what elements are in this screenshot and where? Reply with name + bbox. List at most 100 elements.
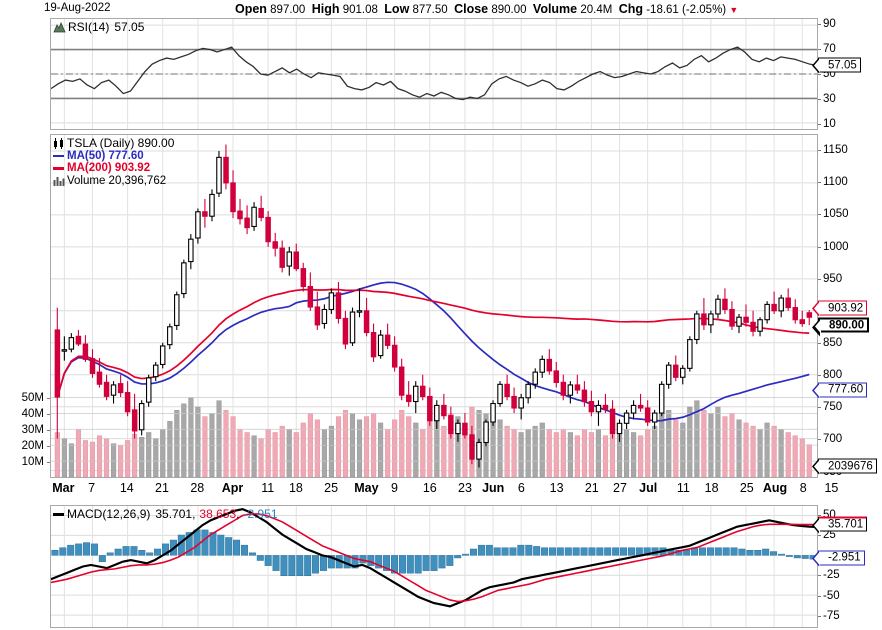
axis-tick: [818, 375, 821, 377]
axis-label: 1000: [823, 240, 849, 253]
axis-label: 1150: [823, 144, 848, 157]
axis-label: 30: [823, 92, 836, 105]
legend-volume-label: Volume 20,396,762: [67, 174, 167, 187]
date-tick-21: 21: [584, 481, 599, 495]
value-flag[interactable]: 903.92: [811, 300, 868, 317]
quote-key-close: Close: [454, 2, 489, 16]
volume-axis-label: 40M: [21, 408, 44, 420]
axis-label: 950: [823, 272, 843, 285]
date-tick-25: 25: [739, 481, 754, 495]
value-flag[interactable]: 57.05: [812, 57, 861, 74]
value-flag[interactable]: -2.951: [812, 550, 865, 567]
line-icon: [53, 154, 64, 157]
axis-tick: [818, 278, 821, 280]
legend-row-volume: Volume 20,396,762: [53, 175, 174, 188]
date-axis: Mar 7 14 21 28 Apr 11 18 25 May 9 16 23 Jun 6 13 21 27 Jul…: [50, 481, 838, 499]
axis-label: 750: [823, 401, 843, 414]
value-flag[interactable]: 2039676: [812, 458, 877, 475]
date-tick-14: 14: [119, 481, 134, 495]
quote-value-close: 890.00: [491, 4, 527, 16]
candlestick-icon: [54, 137, 63, 149]
axis-tick: [818, 98, 821, 100]
date-tick-6: 6: [517, 481, 525, 495]
date-tick-18: 18: [704, 481, 719, 495]
rsi-legend-value: 57.05: [114, 20, 145, 34]
quote-value-chg: -18.61 (-2.05%): [646, 4, 727, 16]
legend-symbol-label: TSLA (Daily) 890.00: [67, 136, 175, 150]
rsi-legend: RSI(14) 57.05: [53, 21, 144, 34]
axis-tick: [818, 407, 821, 409]
quote-key-chg: Chg: [618, 2, 644, 16]
rsi-panel[interactable]: [50, 18, 818, 130]
quote-header: 19-Aug-2022 Open 897.00 High 901.08 Low …: [0, 0, 882, 18]
line-icon: [53, 167, 64, 170]
date-tick-25: 25: [324, 481, 339, 495]
axis-tick: [818, 534, 821, 536]
axis-label: -75: [823, 609, 840, 622]
date-tick-jun: Jun: [482, 481, 505, 495]
macd-legend-comma2: ,: [236, 507, 240, 521]
legend-ma200-label: MA(200) 903.92: [67, 162, 151, 174]
date-tick-8: 8: [799, 481, 807, 495]
axis-label: 1050: [823, 208, 849, 221]
axis-tick: [818, 514, 821, 516]
volume-axis-label: 50M: [21, 392, 44, 404]
axis-tick: [818, 439, 821, 441]
legend-row-ma200: MA(200) 903.92: [53, 162, 174, 175]
macd-legend-signal: 38.653: [199, 507, 237, 521]
axis-tick: [818, 615, 821, 617]
macd-legend-hist: -2.951: [243, 507, 278, 521]
axis-tick: [47, 430, 50, 431]
date-tick-jul: Jul: [639, 481, 658, 495]
value-flag[interactable]: 777.60: [811, 382, 868, 399]
legend-row-ma50: MA(50) 777.60: [53, 150, 174, 163]
axis-label: 25: [823, 528, 836, 541]
quote-key-high: High: [311, 2, 340, 16]
quote-key-open: Open: [235, 2, 267, 16]
axis-label: 10: [823, 117, 836, 130]
volume-axis-label: 20M: [21, 440, 44, 452]
quote-value-open: 897.00: [270, 4, 306, 16]
axis-tick: [818, 123, 821, 125]
date-tick-9: 9: [391, 481, 398, 495]
triangle-down-icon: ▼: [729, 5, 739, 15]
axis-tick: [818, 575, 821, 577]
date-tick-mar: Mar: [52, 481, 75, 495]
rsi-plot: [51, 19, 817, 129]
price-panel[interactable]: [50, 134, 818, 478]
axis-tick: [47, 462, 50, 463]
axis-label: 70: [823, 43, 836, 56]
quote-value-volume: 20.4M: [580, 4, 613, 16]
quote-values: Open 897.00 High 901.08 Low 877.50 Close…: [235, 2, 738, 16]
volume-axis-label: 30M: [21, 424, 44, 436]
date-tick-11: 11: [676, 481, 690, 495]
date-tick-may: May: [354, 481, 379, 495]
rsi-legend-label: RSI(14): [68, 20, 110, 34]
macd-legend-label: MACD(12,26,9): [67, 507, 151, 521]
volume-bars-icon: [53, 176, 65, 186]
axis-label: 1100: [823, 176, 848, 189]
axis-label: 800: [823, 369, 843, 382]
axis-tick: [47, 446, 50, 447]
date-tick-15: 15: [824, 481, 839, 495]
macd-panel[interactable]: [50, 505, 818, 628]
date-tick-apr: Apr: [221, 481, 244, 495]
value-flag[interactable]: 890.00: [811, 317, 870, 337]
axis-tick: [818, 182, 821, 184]
axis-label: 850: [823, 336, 843, 349]
date-tick-11: 11: [261, 481, 275, 495]
axis-tick: [818, 49, 821, 51]
value-flag[interactable]: 35.701: [811, 516, 868, 534]
quote-date: 19-Aug-2022: [44, 2, 111, 14]
quote-value-high: 901.08: [342, 4, 378, 16]
date-tick-13: 13: [549, 481, 564, 495]
axis-tick: [818, 214, 821, 216]
date-tick-23: 23: [458, 481, 472, 495]
quote-key-volume: Volume: [532, 2, 578, 16]
date-tick-21: 21: [155, 481, 169, 495]
axis-tick: [818, 24, 821, 26]
axis-tick: [47, 398, 50, 399]
axis-tick: [818, 150, 821, 152]
date-tick-28: 28: [190, 481, 205, 495]
axis-tick: [818, 74, 821, 75]
